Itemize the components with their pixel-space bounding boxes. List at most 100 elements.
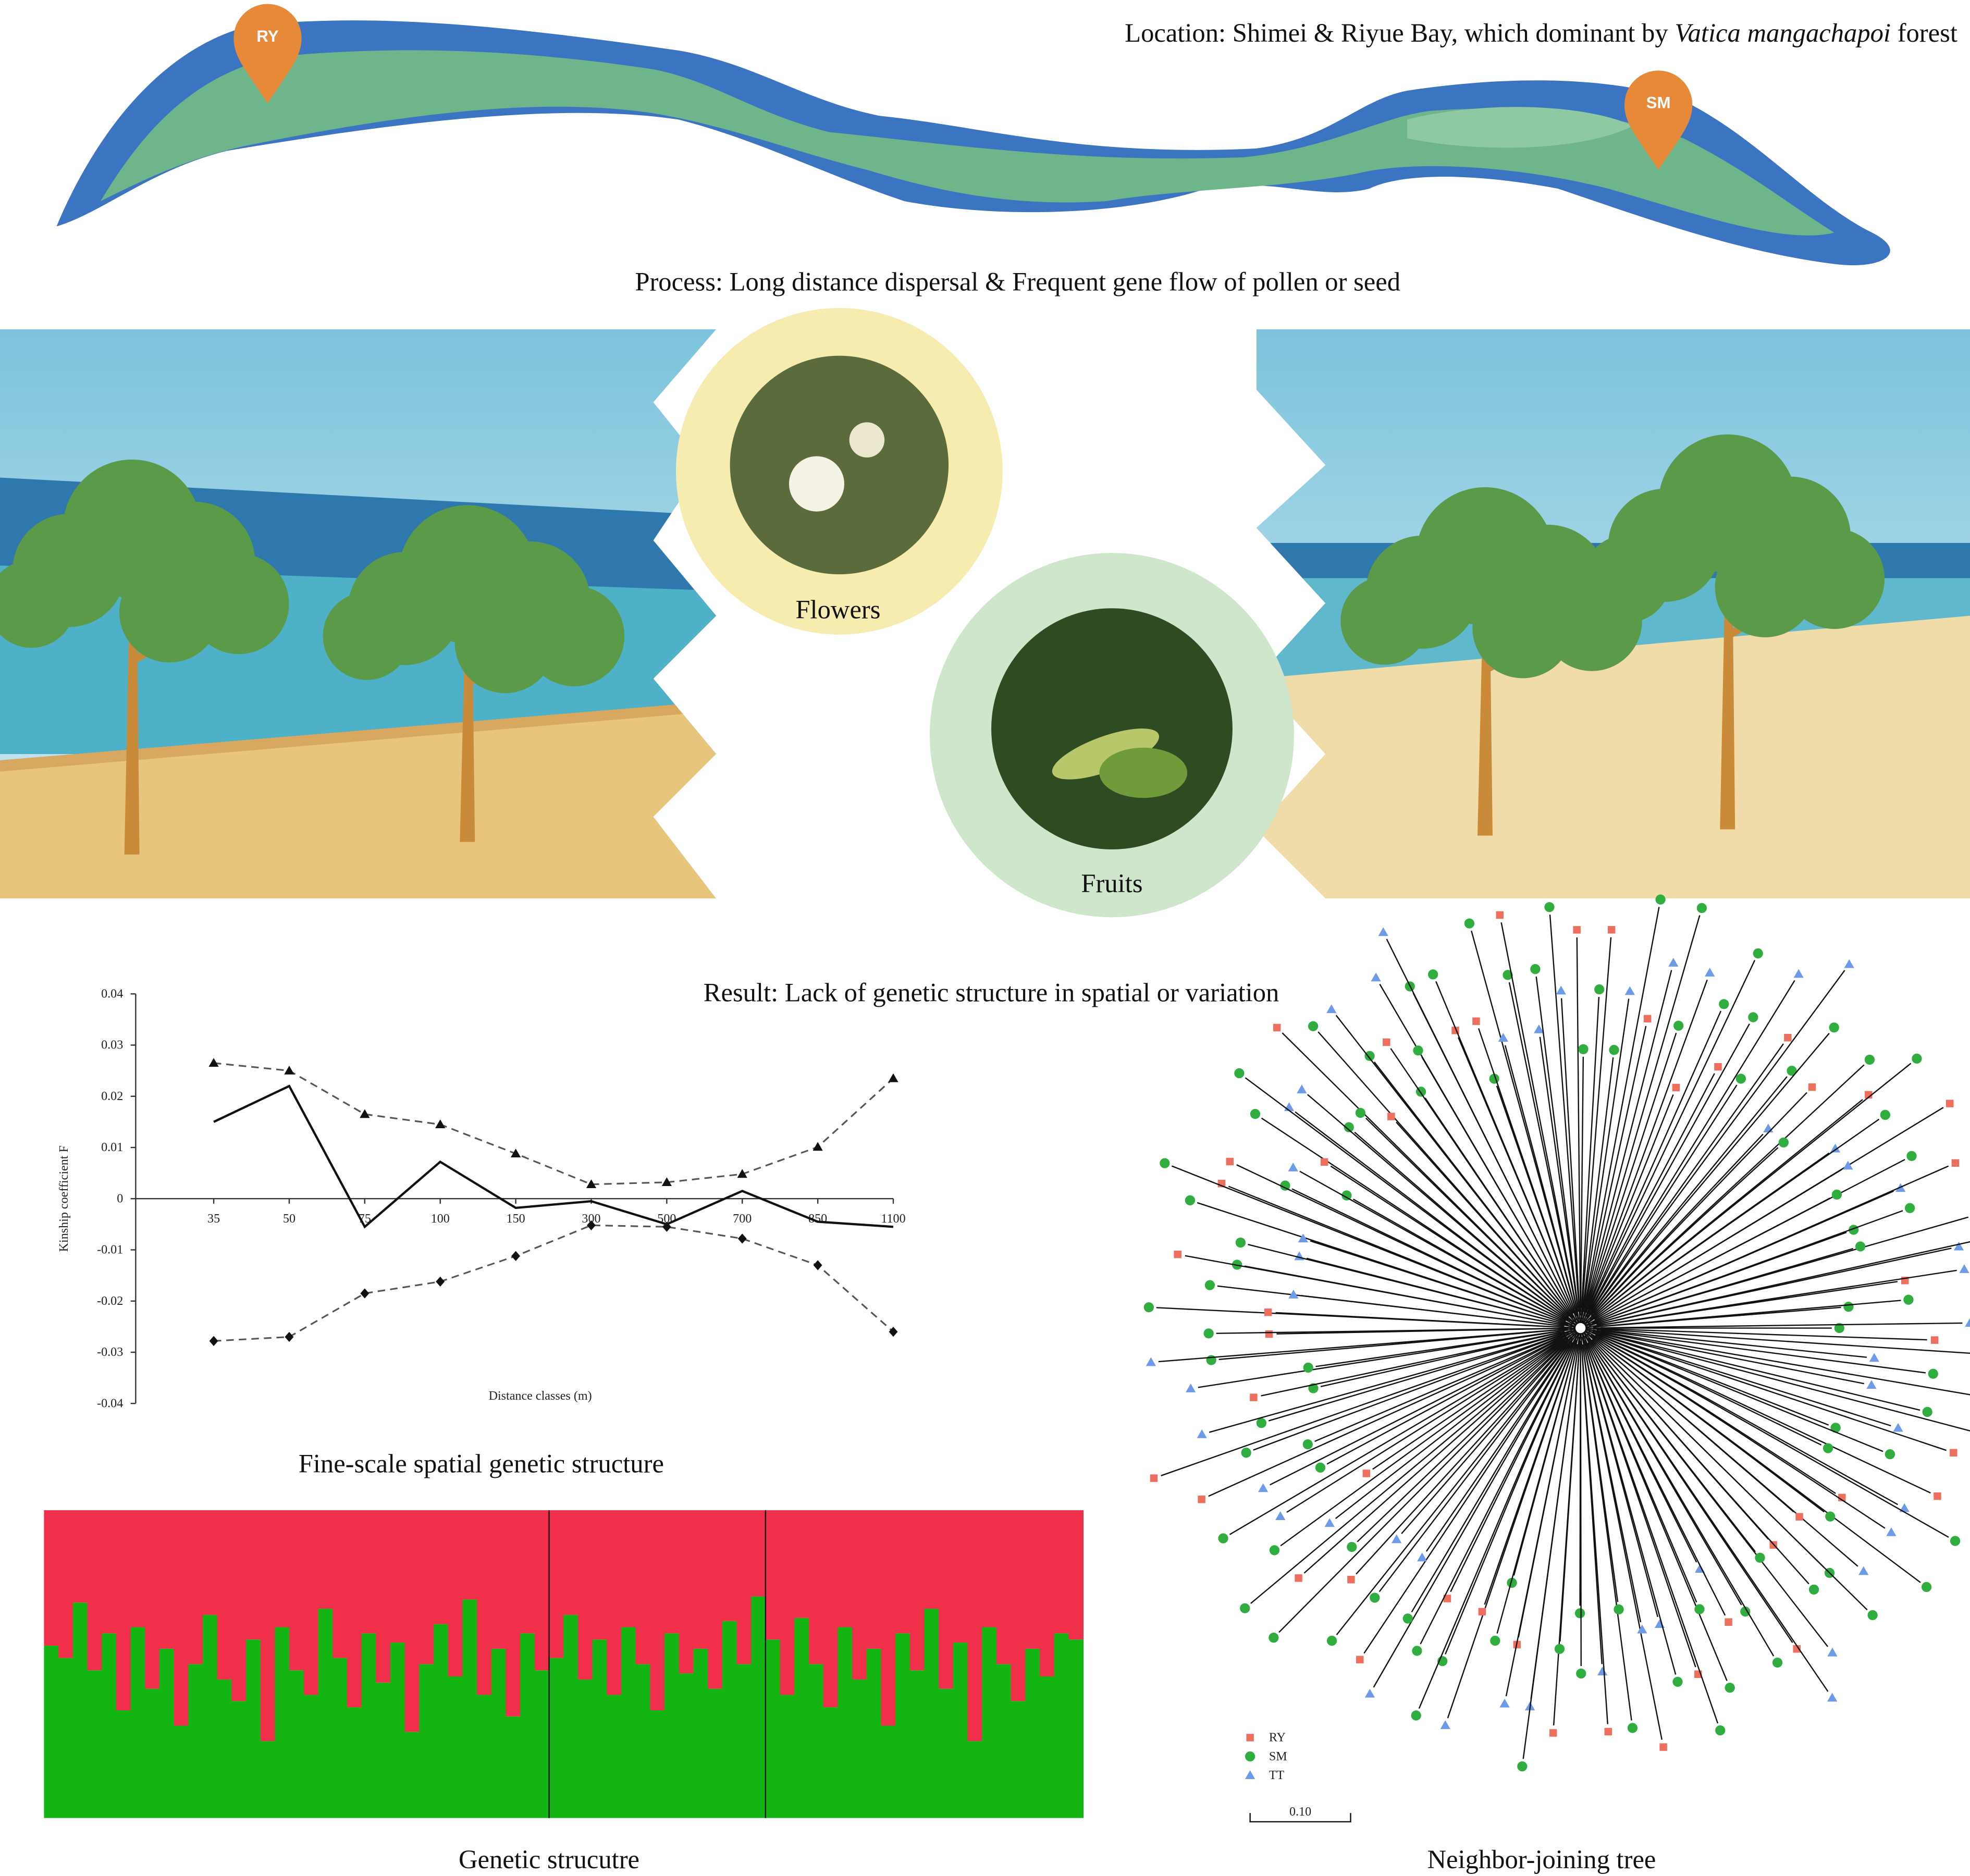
marker	[209, 1336, 218, 1346]
branch	[1597, 1169, 1842, 1318]
structure-bar	[736, 1510, 752, 1664]
structure-bar	[780, 1510, 795, 1695]
structure-bar	[145, 1688, 160, 1818]
marker	[661, 1177, 672, 1187]
structure-bar	[448, 1676, 463, 1818]
structure-bar	[534, 1510, 550, 1671]
branch	[1593, 1033, 1830, 1313]
branch	[1245, 1077, 1577, 1326]
structure-bar	[982, 1510, 997, 1627]
structure-bar	[58, 1510, 73, 1658]
tip	[1869, 1353, 1879, 1362]
structure-bar	[58, 1658, 73, 1818]
structure-bar	[390, 1510, 405, 1643]
branch	[1587, 1023, 1750, 1314]
tip	[1719, 999, 1729, 1009]
tip	[1594, 984, 1605, 995]
marker	[662, 1221, 671, 1232]
structure-bar	[347, 1707, 362, 1818]
branch	[1229, 1338, 1564, 1535]
structure-bar	[895, 1510, 910, 1634]
tip	[1793, 1645, 1801, 1653]
location-prefix: Location: Shimei & Riyue Bay, which domi…	[1125, 18, 1674, 47]
structure-bar	[116, 1510, 131, 1710]
pin-label: SM	[1646, 94, 1671, 112]
branch	[1576, 937, 1581, 1316]
tip	[1273, 1023, 1281, 1032]
structure-bar	[1039, 1510, 1055, 1677]
structure-bar	[303, 1510, 319, 1695]
structure-bar	[159, 1510, 175, 1649]
tip	[1226, 1157, 1234, 1166]
tip	[1440, 1720, 1450, 1729]
structure-bar	[87, 1670, 103, 1818]
structure-bar	[592, 1510, 608, 1640]
tree-foliage	[323, 592, 411, 680]
structure-bar	[621, 1627, 636, 1818]
series-line	[213, 1084, 894, 1229]
tip	[1356, 1656, 1364, 1663]
branch	[1301, 1294, 1561, 1327]
structure-bar	[635, 1510, 651, 1664]
structure-bar	[217, 1679, 232, 1818]
tip	[1464, 918, 1475, 929]
tip	[1855, 1241, 1866, 1252]
y-tick-label: 0.03	[101, 1039, 123, 1052]
tip	[1843, 1161, 1853, 1170]
tree-trunk	[1720, 583, 1735, 830]
branch	[1261, 1331, 1561, 1397]
tip	[1146, 1357, 1156, 1366]
tip	[1787, 1066, 1797, 1076]
tip	[1946, 1100, 1954, 1107]
tip	[1951, 1159, 1960, 1167]
branch	[1583, 960, 1756, 1320]
tip	[1755, 1552, 1765, 1563]
tip	[1578, 1044, 1589, 1055]
tip	[1554, 1644, 1565, 1655]
tip	[1903, 1294, 1914, 1305]
branch	[1171, 1165, 1569, 1324]
x-tick-label: 50	[283, 1212, 296, 1226]
tip	[1288, 1162, 1298, 1171]
y-tick-label: 0	[117, 1192, 123, 1205]
tip	[1364, 1688, 1375, 1698]
structure-bar	[534, 1670, 550, 1818]
tip	[1275, 1511, 1286, 1520]
structure-bar	[376, 1682, 391, 1818]
branch	[1310, 1240, 1576, 1327]
tip	[1784, 1034, 1792, 1042]
structure-bar	[159, 1648, 175, 1818]
branch	[1596, 1329, 1867, 1358]
branch	[1590, 1336, 1794, 1513]
tip	[1827, 1647, 1838, 1657]
tip	[1507, 1577, 1517, 1588]
branch	[1216, 1327, 1576, 1334]
structure-bar	[477, 1510, 492, 1695]
marker	[360, 1288, 370, 1299]
branch	[1582, 1340, 1642, 1623]
branch	[1582, 1348, 1619, 1602]
structure-bar	[462, 1599, 478, 1818]
structure-bar	[404, 1732, 420, 1818]
structure-bar	[404, 1510, 420, 1732]
tree-trunk	[1478, 624, 1493, 836]
structure-bar	[765, 1639, 781, 1818]
tip	[1235, 1237, 1246, 1248]
structure-bar	[116, 1710, 131, 1818]
tip	[1858, 1566, 1869, 1575]
structure-bar	[520, 1633, 535, 1818]
tree-foliage	[1340, 576, 1429, 665]
branch	[1471, 930, 1576, 1309]
structure-bar	[563, 1510, 578, 1615]
tip	[1347, 1541, 1357, 1552]
marker	[436, 1276, 445, 1287]
branch	[1589, 1269, 1957, 1328]
tip	[1866, 1380, 1877, 1389]
branch	[1581, 1057, 1614, 1319]
structure-bar	[621, 1510, 636, 1627]
structure-bar	[202, 1510, 218, 1615]
branch	[1425, 1335, 1577, 1552]
branch	[1500, 922, 1579, 1316]
structure-bar	[188, 1664, 203, 1818]
location-species: Vatica mangachapoi	[1674, 18, 1891, 47]
